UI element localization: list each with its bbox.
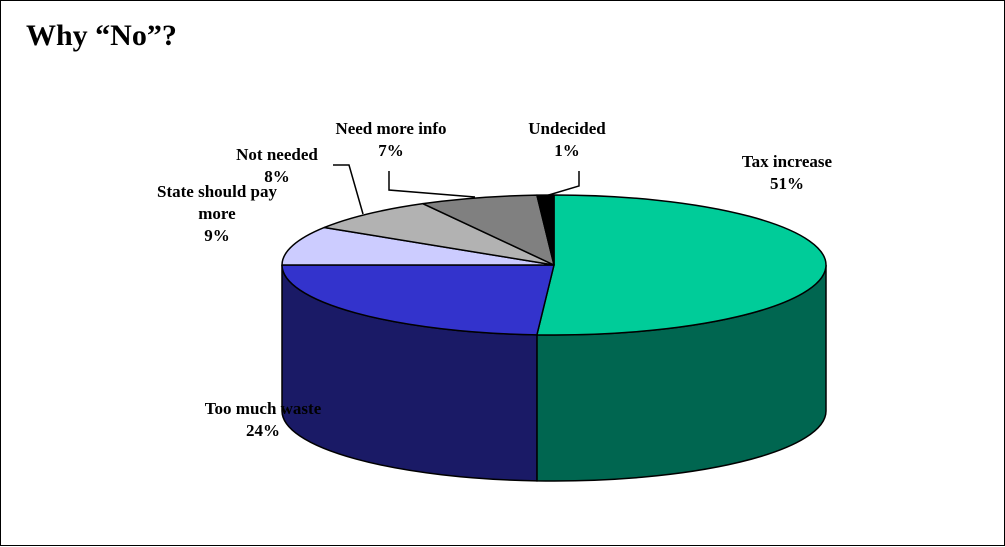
leader-line-5 bbox=[541, 171, 580, 198]
slice-percent-label: 9% bbox=[204, 226, 230, 245]
pie-slice-4 bbox=[422, 194, 555, 266]
pie-slice-5 bbox=[536, 194, 555, 266]
slice-category-label: Need more info bbox=[335, 119, 446, 138]
pie-slice-2 bbox=[281, 226, 555, 266]
slice-percent-label: 24% bbox=[246, 421, 280, 440]
pie-slice-0 bbox=[536, 194, 827, 336]
slice-category-label: Too much waste bbox=[205, 399, 322, 418]
slice-category-label: State should pay bbox=[157, 182, 277, 201]
slice-percent-label: 8% bbox=[264, 167, 290, 186]
leader-line-4 bbox=[388, 171, 476, 198]
pie-slice-1 bbox=[281, 264, 555, 336]
slice-percent-label: 1% bbox=[554, 141, 580, 160]
leader-line-3 bbox=[333, 164, 364, 215]
slice-category-label: Undecided bbox=[528, 119, 606, 138]
page-title: Why “No”? bbox=[26, 19, 177, 52]
slice-percent-label: 7% bbox=[378, 141, 404, 160]
slice-category-label: more bbox=[198, 204, 236, 223]
slice-percent-label: 51% bbox=[770, 174, 804, 193]
pie-slice-3 bbox=[323, 202, 555, 266]
slice-category-label: Not needed bbox=[236, 145, 318, 164]
slice-category-label: Tax increase bbox=[742, 152, 833, 171]
